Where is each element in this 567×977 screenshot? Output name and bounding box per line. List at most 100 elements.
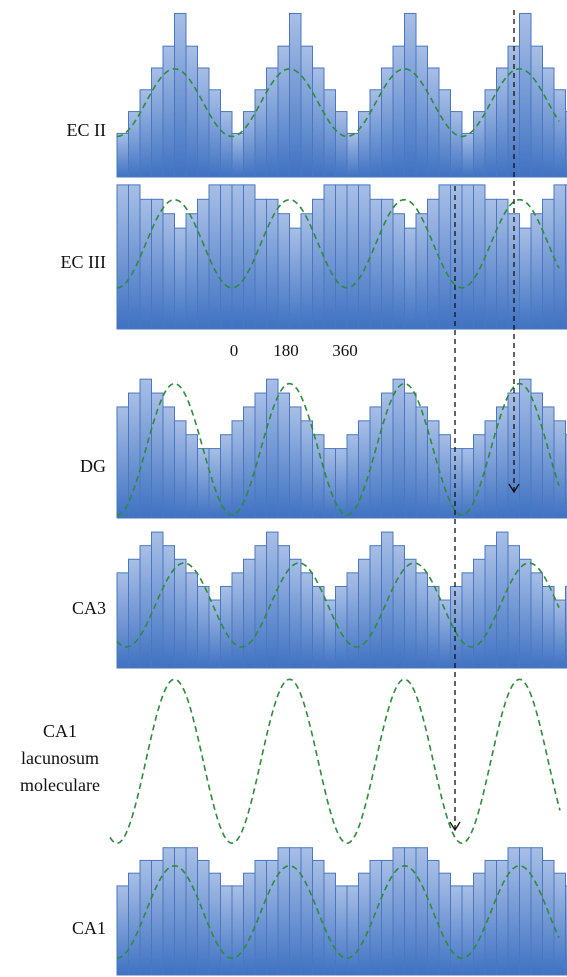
bar bbox=[323, 184, 336, 330]
bar bbox=[220, 111, 233, 178]
bar bbox=[404, 227, 417, 330]
bar bbox=[438, 89, 451, 178]
bar bbox=[139, 198, 152, 330]
phase-tick-180: 180 bbox=[273, 341, 299, 360]
bar bbox=[381, 198, 394, 330]
bar bbox=[197, 198, 210, 330]
bar bbox=[231, 132, 244, 178]
bar bbox=[185, 213, 198, 330]
bar bbox=[461, 184, 474, 330]
bar bbox=[151, 531, 164, 669]
bar bbox=[473, 558, 486, 669]
bar bbox=[461, 885, 474, 976]
bar bbox=[450, 184, 463, 330]
bar bbox=[369, 198, 382, 330]
bar bbox=[243, 558, 256, 669]
bar bbox=[346, 572, 359, 669]
bar bbox=[392, 45, 405, 178]
bar bbox=[185, 572, 198, 669]
bar bbox=[415, 572, 428, 669]
bar bbox=[381, 67, 394, 178]
bar bbox=[220, 885, 233, 976]
bar bbox=[346, 885, 359, 976]
arrow-ec3-to-ca1-lm-head bbox=[449, 821, 461, 832]
panel-ca1 bbox=[116, 847, 567, 976]
bar bbox=[128, 872, 141, 976]
phase-tick-0: 0 bbox=[230, 341, 239, 360]
bar bbox=[542, 859, 555, 976]
bar bbox=[254, 198, 267, 330]
bar bbox=[473, 184, 486, 330]
bar bbox=[369, 545, 382, 669]
bar bbox=[565, 111, 567, 178]
bar bbox=[404, 392, 417, 519]
bar bbox=[116, 184, 129, 330]
bar bbox=[116, 572, 129, 669]
bar bbox=[438, 599, 451, 669]
bar bbox=[530, 572, 543, 669]
bar bbox=[358, 420, 371, 519]
bar bbox=[450, 885, 463, 976]
phase-tick-360: 360 bbox=[332, 341, 358, 360]
bar bbox=[530, 213, 543, 330]
bar bbox=[415, 847, 428, 976]
bar bbox=[461, 572, 474, 669]
bar bbox=[553, 599, 566, 669]
bar bbox=[346, 132, 359, 178]
bar bbox=[542, 198, 555, 330]
bar bbox=[300, 213, 313, 330]
bar bbox=[392, 213, 405, 330]
bar bbox=[519, 378, 532, 519]
bar bbox=[208, 448, 221, 519]
bar bbox=[484, 89, 497, 178]
bar bbox=[484, 859, 497, 976]
bar bbox=[254, 545, 267, 669]
bar bbox=[300, 572, 313, 669]
bar bbox=[312, 198, 325, 330]
bar bbox=[231, 184, 244, 330]
bar bbox=[335, 111, 348, 178]
bar bbox=[116, 885, 129, 976]
bar bbox=[289, 12, 302, 178]
bar bbox=[312, 67, 325, 178]
bar bbox=[553, 420, 566, 519]
bar bbox=[358, 184, 371, 330]
panel-ca3 bbox=[116, 531, 567, 669]
bar bbox=[185, 847, 198, 976]
bar bbox=[208, 184, 221, 330]
bar bbox=[427, 859, 440, 976]
bar bbox=[346, 184, 359, 330]
bar bbox=[162, 45, 175, 178]
bar bbox=[519, 12, 532, 178]
arrow-layer bbox=[449, 10, 520, 832]
bar bbox=[438, 872, 451, 976]
bar bbox=[139, 545, 152, 669]
bar bbox=[208, 872, 221, 976]
bar bbox=[174, 558, 187, 669]
bar bbox=[461, 448, 474, 519]
bar bbox=[484, 545, 497, 669]
bar bbox=[243, 111, 256, 178]
label-ec2: EC II bbox=[67, 120, 107, 140]
bar bbox=[174, 12, 187, 178]
bar bbox=[335, 184, 348, 330]
bar bbox=[254, 89, 267, 178]
label-ca1-lm-line3: moleculare bbox=[20, 775, 100, 795]
bar bbox=[162, 545, 175, 669]
label-ca3: CA3 bbox=[72, 598, 106, 618]
bar bbox=[473, 872, 486, 976]
bar bbox=[519, 558, 532, 669]
bar bbox=[335, 885, 348, 976]
bar bbox=[174, 227, 187, 330]
bar bbox=[404, 12, 417, 178]
bar bbox=[519, 227, 532, 330]
bar bbox=[208, 89, 221, 178]
oscillation-wave bbox=[116, 198, 560, 289]
label-ca1-lm-line1: CA1 bbox=[43, 721, 77, 741]
bar bbox=[266, 859, 279, 976]
label-ca1-lm-line2: lacunosum bbox=[21, 748, 99, 768]
bar bbox=[450, 448, 463, 519]
bar bbox=[335, 448, 348, 519]
bar bbox=[266, 198, 279, 330]
label-ca1: CA1 bbox=[72, 918, 106, 938]
